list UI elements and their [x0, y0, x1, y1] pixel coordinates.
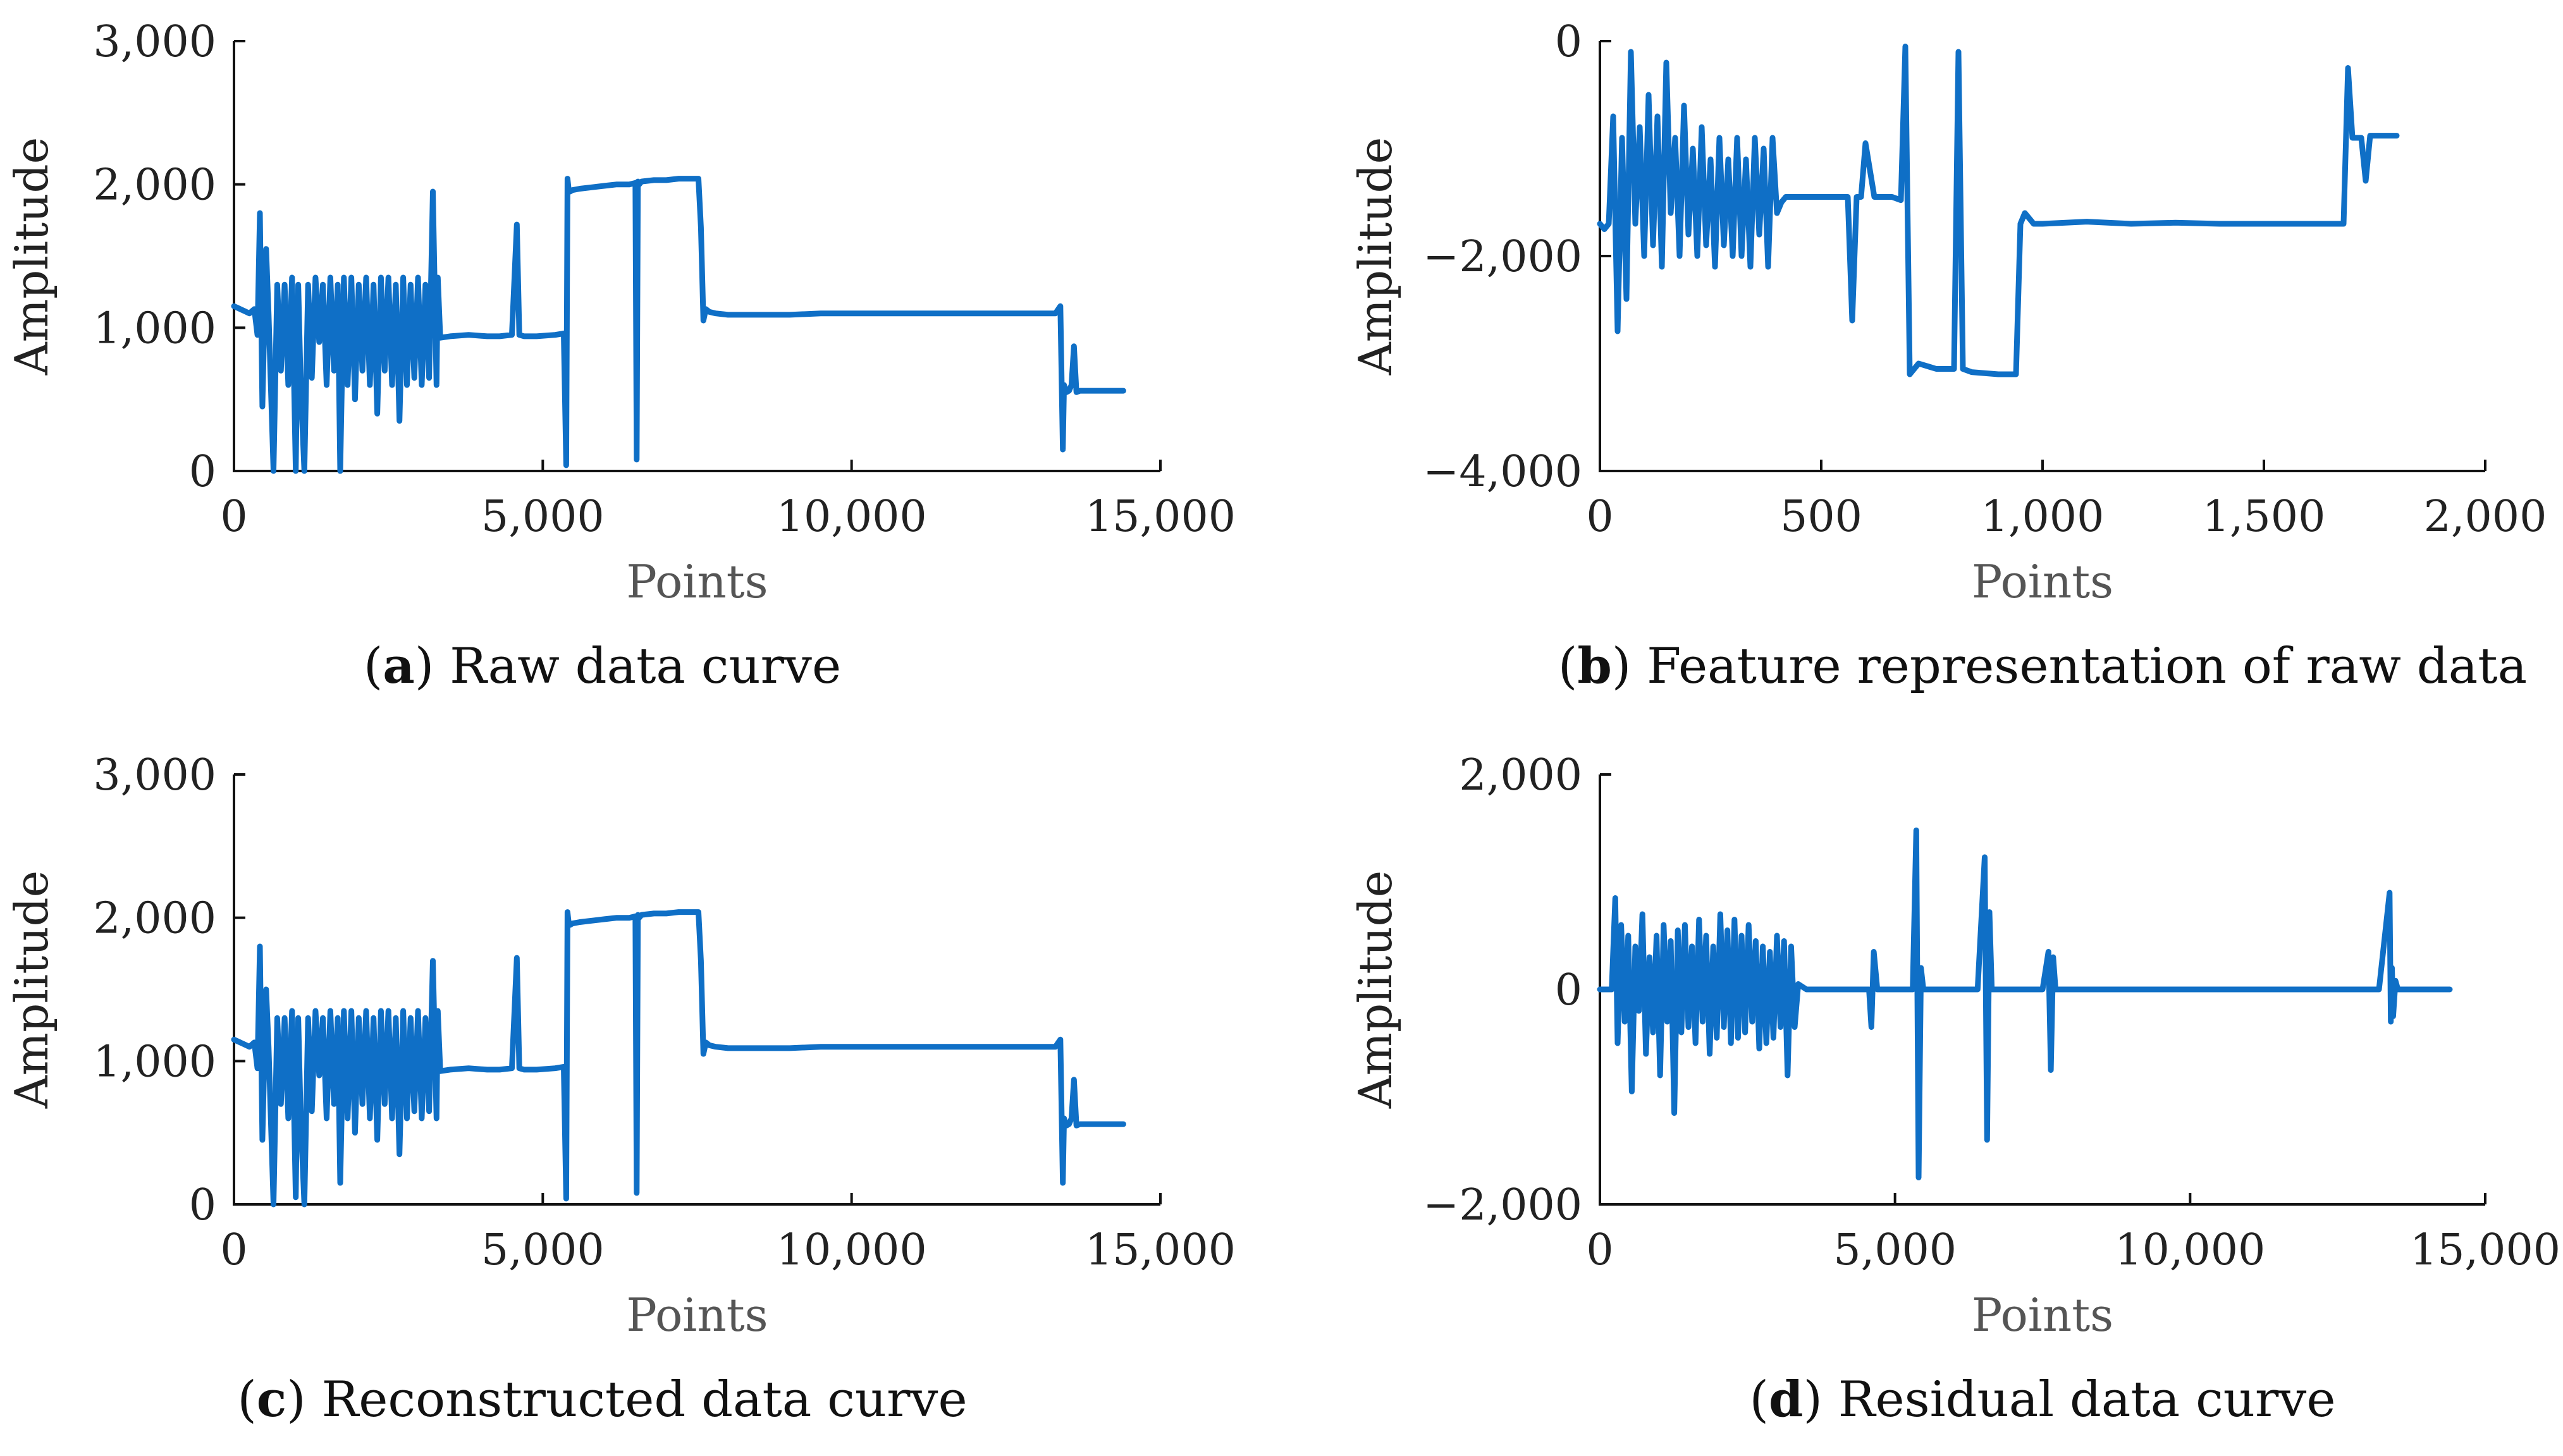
- x-tick-label: 15,000: [1085, 492, 1236, 542]
- y-tick-label: 0: [189, 447, 216, 497]
- x-tick-label: 15,000: [2410, 1225, 2560, 1275]
- series-line-d: [1597, 827, 2453, 1180]
- y-axis-label: Amplitude: [1349, 137, 1402, 376]
- caption-text: Feature representation of raw data: [1647, 638, 2527, 695]
- chart-panel-d: 0 5,000 10,000 15,000−2,00002,000PointsAmpl…: [1349, 750, 2560, 1428]
- x-tick-label: 5,000: [481, 1225, 605, 1275]
- y-tick-label: 0: [1555, 17, 1582, 67]
- x-axis-label: Points: [626, 555, 768, 608]
- chart-panel-c: 0 5,000 10,000 15,000 0 1,000 2,000 3,000 Points…: [5, 750, 1236, 1428]
- y-tick-label: 2,000: [93, 894, 216, 944]
- x-tick-label: 10,000: [2115, 1225, 2265, 1275]
- panel-caption: (c) Reconstructed data curve: [237, 1371, 967, 1428]
- y-axis-label: Amplitude: [5, 871, 58, 1109]
- axes-c: [233, 774, 1160, 1206]
- x-tick-label: 0: [1586, 492, 1613, 542]
- x-tick-label: 10,000: [777, 1225, 927, 1275]
- caption-letter: d: [1769, 1371, 1804, 1428]
- caption-letter: c: [257, 1371, 287, 1428]
- y-tick-label: 2,000: [1459, 750, 1582, 800]
- y-tick-label: −2,000: [1423, 232, 1582, 282]
- x-tick-label: 0: [220, 492, 247, 542]
- caption-text: Raw data curve: [450, 638, 841, 695]
- x-tick-label: 1,000: [1981, 492, 2105, 542]
- series-line-a: [231, 176, 1126, 474]
- caption-letter: a: [383, 637, 415, 695]
- x-axis-label: Points: [626, 1288, 768, 1342]
- caption-letter: b: [1577, 637, 1612, 695]
- y-tick-label: 3,000: [93, 750, 216, 800]
- y-tick-label: 1,000: [93, 1037, 216, 1087]
- x-tick-label: 0: [1586, 1225, 1613, 1275]
- series-line-b: [1597, 44, 2400, 377]
- x-axis-label: Points: [1972, 1288, 2113, 1342]
- x-tick-label: 5,000: [481, 492, 605, 542]
- x-tick-label: 0: [220, 1225, 247, 1275]
- panel-caption: (b) Feature representation of raw data: [1558, 637, 2527, 695]
- x-tick-label: 15,000: [1085, 1225, 1236, 1275]
- axes-a: [233, 41, 1160, 472]
- y-axis-label: Amplitude: [5, 137, 58, 376]
- y-tick-label: −2,000: [1423, 1180, 1582, 1230]
- x-tick-label: 5,000: [1833, 1225, 1957, 1275]
- caption-text: Residual data curve: [1838, 1371, 2336, 1428]
- x-tick-label: 10,000: [777, 492, 927, 542]
- x-tick-label: 2,000: [2424, 492, 2547, 542]
- x-tick-label: 500: [1780, 492, 1862, 542]
- y-tick-label: 3,000: [93, 17, 216, 67]
- y-tick-label: −4,000: [1423, 447, 1582, 497]
- x-tick-label: 1,500: [2203, 492, 2326, 542]
- caption-text: Reconstructed data curve: [322, 1371, 968, 1428]
- chart-panel-b: 0 500 1,000 1,500 2,000 −4,000 −2,000 0 Points Am…: [1349, 17, 2547, 695]
- y-tick-label: 1,000: [93, 303, 216, 353]
- y-tick-label: 2,000: [93, 161, 216, 211]
- panel-caption: (d) Residual data curve: [1750, 1371, 2336, 1428]
- y-tick-label: 0: [1555, 965, 1582, 1015]
- chart-panel-a: 0 5,000 10,000 15,000 0 1,000 2,000 3,000 Points…: [5, 17, 1236, 695]
- y-tick-label: 0: [189, 1180, 216, 1230]
- series-line-c: [231, 909, 1126, 1208]
- x-axis-label: Points: [1972, 555, 2113, 608]
- y-axis-label: Amplitude: [1349, 871, 1402, 1109]
- panel-caption: (a) Raw data curve: [364, 637, 841, 695]
